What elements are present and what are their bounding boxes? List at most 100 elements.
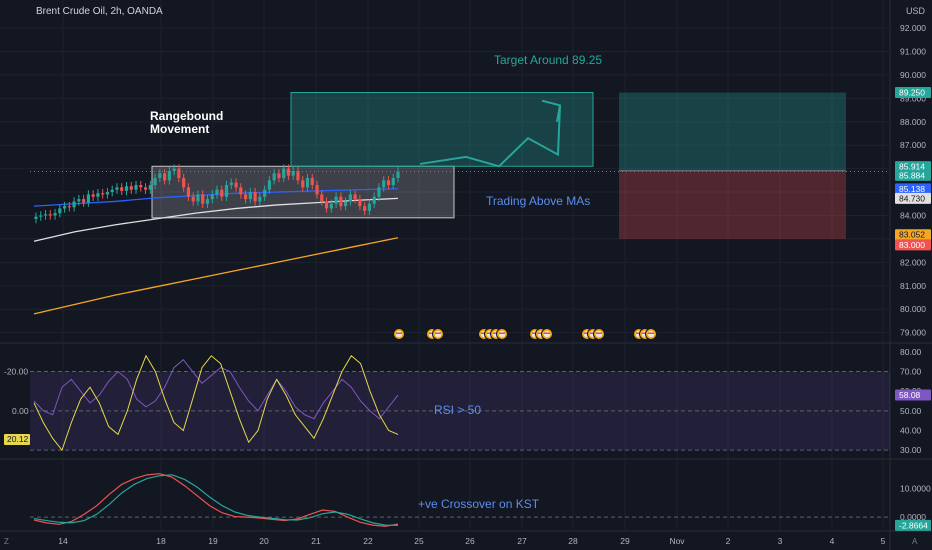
price-tag-label: 83.052	[899, 230, 925, 240]
candle-body	[286, 168, 291, 176]
event-flag-icon	[645, 328, 657, 340]
candle-body	[367, 203, 372, 211]
trading-above-mas-annotation: Trading Above MAs	[486, 194, 591, 208]
projection-arrow	[419, 105, 561, 168]
kst-y-tick-label: 0.0000	[900, 512, 926, 522]
event-flag-icon	[593, 328, 605, 340]
x-tick-label: 14	[58, 536, 68, 546]
price-tag-label: 84.730	[899, 193, 925, 203]
event-flag-icon	[584, 332, 590, 334]
candle-body	[320, 194, 324, 202]
corner-right-label[interactable]: A	[912, 537, 918, 546]
rsi-value-tag-label: 58.08	[899, 390, 921, 400]
candle-body	[39, 215, 43, 217]
indicator-series-1	[33, 354, 399, 452]
price-tag	[895, 192, 931, 204]
y-tick-label: 79.000	[900, 328, 926, 338]
x-tick-label: 18	[156, 536, 166, 546]
ma-long-line	[33, 237, 399, 315]
x-tick-label: 20	[259, 536, 269, 546]
price-tag-label: 85.884	[899, 170, 925, 180]
candle-body	[305, 178, 310, 188]
y-tick-label: 89.000	[900, 93, 926, 103]
candle-body	[191, 196, 195, 202]
target-annotation: Target Around 89.25	[494, 53, 603, 67]
rangebound-line1: Rangebound	[150, 109, 224, 123]
price-tag-label: 85.138	[899, 184, 925, 194]
candle-body	[186, 187, 191, 197]
kst-value-tag-label: -2.8664	[899, 520, 928, 530]
candle-body	[339, 196, 343, 207]
candle-body	[205, 199, 210, 204]
rsi-y-tick-label: 70.00	[900, 367, 922, 377]
price-tag	[895, 229, 931, 241]
kst-y-tick-label: 10.0000	[900, 484, 931, 494]
candle-body	[348, 194, 352, 202]
candle-body	[377, 187, 381, 197]
y-tick-label: 88.000	[900, 117, 926, 127]
candle-body	[291, 170, 295, 176]
price-tag-label: 83.000	[899, 240, 925, 250]
candle-body	[167, 170, 171, 181]
x-tick-label: 29	[620, 536, 630, 546]
candle-body	[139, 185, 143, 188]
price-tag-label: 85.914	[899, 162, 925, 172]
rsi-y-tick-label: 50.00	[900, 406, 922, 416]
y-tick-label: 81.000	[900, 281, 926, 291]
candle-body	[267, 180, 271, 190]
candle-body	[372, 196, 376, 204]
price-tag	[895, 169, 931, 181]
rangebound-annotation: Rangebound Movement	[150, 110, 240, 136]
candle-body	[234, 182, 238, 188]
x-tick-label: 19	[208, 536, 218, 546]
currency-label: USD	[906, 6, 926, 16]
stoch-value-tag-label: 20.12	[7, 434, 29, 444]
candle-body	[277, 173, 281, 178]
event-flag-icon	[396, 332, 402, 334]
candle-body	[391, 178, 395, 186]
kst-annotation: +ve Crossover on KST	[418, 497, 540, 511]
candle-body	[210, 194, 214, 200]
candle-body	[363, 206, 367, 211]
candle-body	[129, 186, 133, 190]
event-flag-icon	[487, 332, 493, 334]
candle-body	[282, 168, 286, 178]
x-tick-label: 27	[517, 536, 527, 546]
stoch-y-tick-label: 0.00	[12, 406, 29, 416]
candle-body	[134, 185, 138, 190]
event-flag-icon	[544, 332, 550, 334]
candle-body	[243, 194, 248, 200]
candle-body	[172, 168, 176, 171]
event-flag-icon	[541, 328, 553, 340]
candle-body	[96, 193, 100, 197]
event-flag-icon	[481, 332, 487, 334]
price-tag	[895, 86, 931, 98]
candle-body	[153, 178, 157, 186]
stoch-y-tick-label: -20.00	[4, 367, 28, 377]
candle-body	[67, 206, 71, 208]
candle-body	[334, 196, 338, 204]
candle-body	[34, 216, 38, 219]
event-flag-icon	[596, 332, 602, 334]
x-tick-label: 2	[726, 536, 731, 546]
x-tick-label: 5	[881, 536, 886, 546]
candle-body	[315, 185, 319, 195]
y-tick-label: 92.000	[900, 23, 926, 33]
x-tick-label: 21	[311, 536, 321, 546]
rsi-annotation: RSI > 50	[434, 403, 482, 417]
event-flag-icon	[435, 332, 441, 334]
corner-left-label: Z	[4, 537, 9, 546]
event-flag-icon	[393, 328, 405, 340]
candle-body	[120, 187, 124, 191]
candle-body	[263, 189, 267, 197]
candle-body	[220, 189, 224, 197]
candle-body	[115, 187, 119, 190]
event-flag-icon	[642, 332, 648, 334]
rsi-value-tag	[895, 389, 931, 401]
candle-body	[239, 187, 243, 195]
candle-body	[86, 194, 90, 203]
candle-body	[77, 199, 81, 202]
projection-arrowhead	[541, 99, 562, 122]
candle-body	[396, 171, 400, 178]
